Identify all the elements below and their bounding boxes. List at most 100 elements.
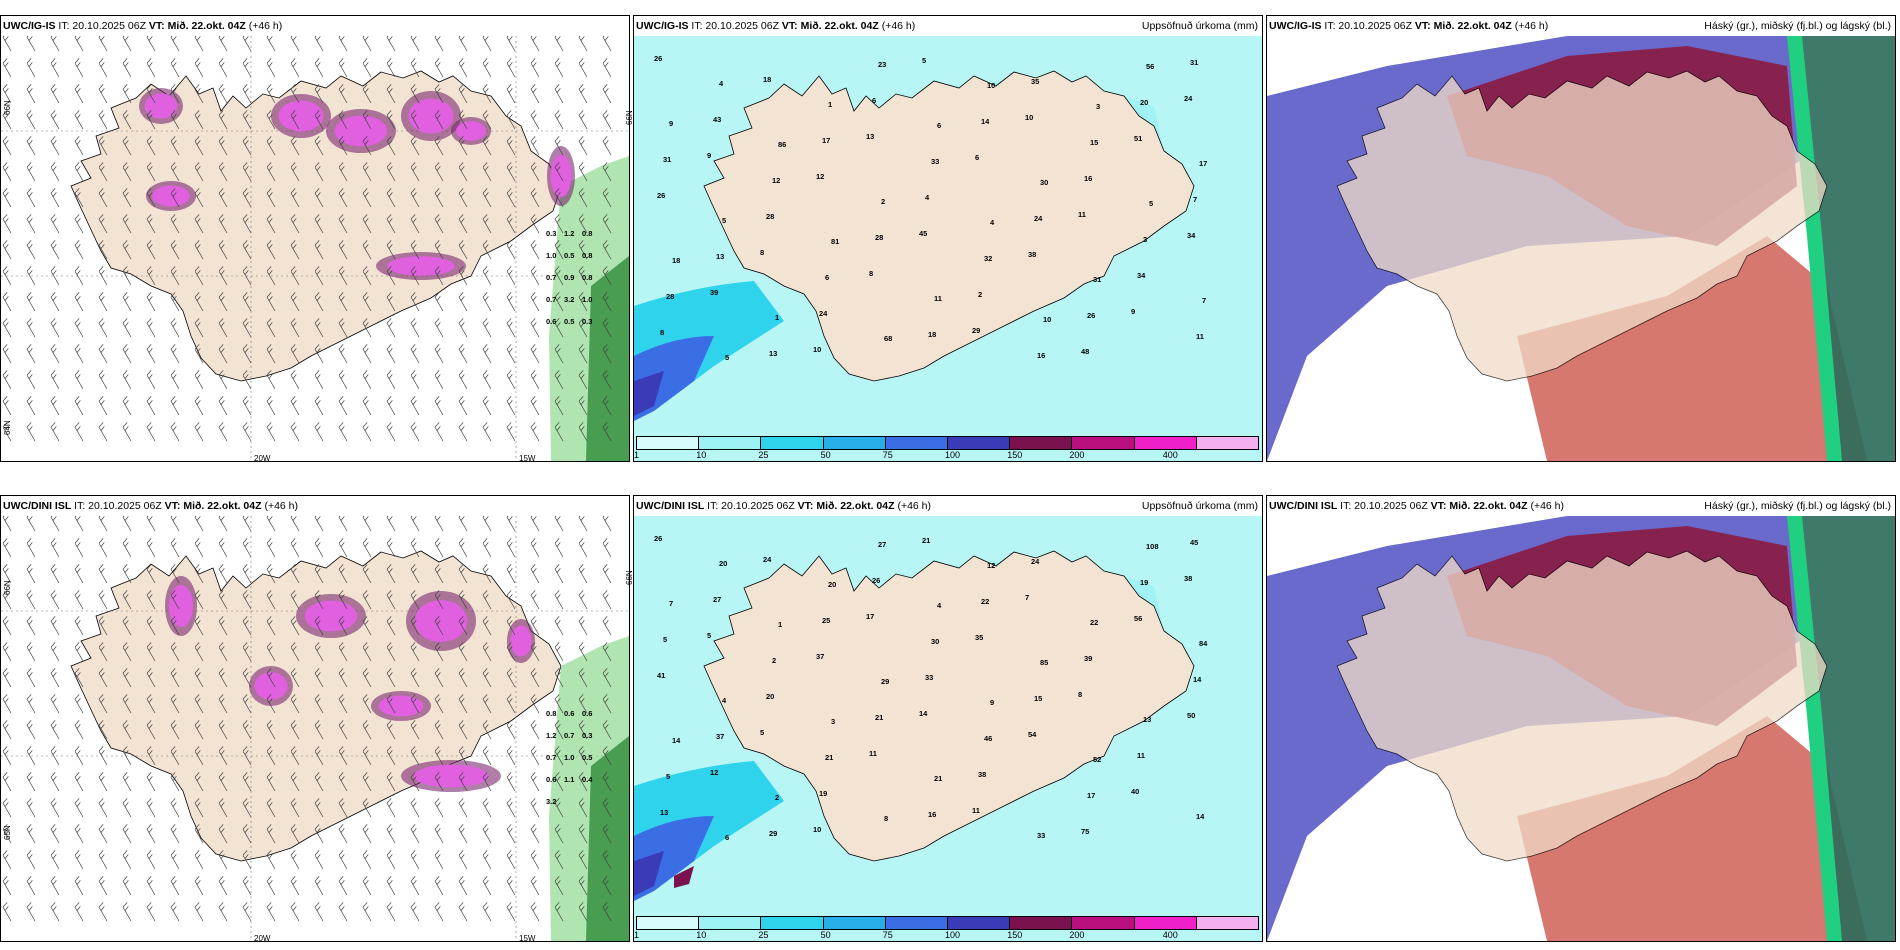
wind-barb-staff	[338, 698, 348, 714]
wind-barb	[386, 616, 396, 636]
wind-barb	[290, 162, 300, 182]
wind-barb-flag	[52, 750, 57, 755]
wind-barb-staff	[194, 244, 204, 260]
wind-barb-staff	[98, 296, 108, 312]
wind-barb-staff	[506, 166, 516, 182]
wind-barb-flag	[458, 902, 464, 908]
wind-barb-flag	[148, 374, 153, 379]
wind-barb-flag	[76, 802, 81, 807]
wind-barb-flag	[506, 58, 512, 64]
precip-value: 27	[878, 540, 886, 549]
wind-barb-staff	[506, 374, 516, 390]
wind-barb-staff	[434, 166, 444, 182]
wind-barb-flag	[218, 110, 224, 116]
wind-barb-staff	[266, 854, 276, 870]
wind-barb-flag	[410, 720, 416, 726]
wind-barb	[338, 214, 348, 234]
wind-barb-flag	[580, 88, 585, 93]
wind-barb-staff	[122, 620, 132, 636]
wind-barb-flag	[52, 646, 57, 651]
wind-barb	[290, 136, 300, 156]
wind-barb-staff	[530, 620, 540, 636]
wind-barb-flag	[146, 370, 152, 376]
wind-barb-flag	[124, 698, 129, 703]
wind-barb-flag	[556, 802, 561, 807]
wind-barb-flag	[578, 110, 584, 116]
wind-barb	[50, 590, 60, 610]
wind-barb	[98, 110, 108, 130]
wind-barb-staff	[458, 36, 468, 52]
wind-barb-flag	[484, 594, 489, 599]
wind-barb	[170, 616, 180, 636]
wind-barb-flag	[602, 110, 608, 116]
wind-barb	[50, 538, 60, 558]
wind-barb-staff	[170, 166, 180, 182]
wind-barb-flag	[530, 824, 536, 830]
wind-barb-flag	[554, 694, 560, 700]
wind-barb-flag	[578, 422, 584, 428]
wind-barb-flag	[98, 214, 104, 220]
wind-barb-flag	[26, 370, 32, 376]
wind-barb-staff	[362, 594, 372, 610]
wind-barb	[146, 516, 156, 532]
wind-barb-flag	[50, 720, 56, 726]
wind-barb-flag	[460, 750, 465, 755]
wind-barb-flag	[530, 694, 536, 700]
wind-barb-flag	[74, 798, 80, 804]
wind-barb-flag	[338, 422, 344, 428]
wind-barb-flag	[578, 720, 584, 726]
wind-barb	[266, 516, 276, 532]
wind-barb-staff	[26, 218, 36, 234]
wind-barb-flag	[458, 850, 464, 856]
wind-barb-flag	[4, 348, 9, 353]
wind-barb-staff	[146, 750, 156, 766]
wind-barb-staff	[530, 296, 540, 312]
wind-barb-flag	[218, 318, 224, 324]
wind-barb-flag	[386, 720, 392, 726]
wind-barb-staff	[554, 828, 564, 844]
wind-barb-flag	[290, 516, 296, 518]
wind-barb-flag	[218, 772, 224, 778]
wind-barb	[434, 668, 444, 688]
panel-header: UWC/DINI ISL IT: 20.10.2025 06Z VT: Mið.…	[634, 496, 1262, 516]
wind-barb-staff	[458, 114, 468, 130]
wind-barb-staff	[386, 244, 396, 260]
wind-barb-staff	[434, 114, 444, 130]
wind-barb-flag	[602, 344, 608, 350]
wind-barb-staff	[602, 620, 612, 636]
wind-barb-flag	[436, 62, 441, 67]
colorbar-tick-label: 400	[1162, 930, 1178, 940]
wind-barb-flag	[436, 322, 441, 327]
wind-barb-staff	[242, 322, 252, 338]
wind-barb-staff	[266, 594, 276, 610]
wind-barb	[170, 110, 180, 130]
precip-value: 15	[1034, 694, 1042, 703]
wind-barb-staff	[146, 296, 156, 312]
wind-barb	[386, 516, 396, 532]
wind-barb-flag	[124, 270, 129, 275]
wind-barb-flag	[26, 616, 32, 622]
wind-barb-flag	[362, 396, 368, 402]
wind-barb-flag	[314, 136, 320, 142]
wind-barb-staff	[266, 348, 276, 364]
wind-barb-flag	[388, 516, 393, 521]
wind-barb-flag	[242, 516, 248, 518]
precip-value: 7	[1025, 593, 1029, 602]
wind-barb-flag	[532, 516, 537, 521]
wind-barb-flag	[220, 192, 225, 197]
wind-barb-staff	[290, 880, 300, 896]
wind-barb-staff	[26, 36, 36, 52]
wind-barb-flag	[458, 318, 464, 324]
wind-barb-staff	[74, 802, 84, 818]
wind-barb-flag	[532, 724, 537, 729]
wind-barb-flag	[340, 140, 345, 145]
precip-value: 14	[1196, 812, 1205, 821]
wind-barb-flag	[386, 292, 392, 298]
wind-barb-flag	[314, 850, 320, 856]
wind-barb-flag	[122, 642, 128, 648]
wind-barb-flag	[580, 594, 585, 599]
wind-barb-flag	[28, 400, 33, 405]
wind-barb	[146, 188, 156, 208]
wind-barb-flag	[218, 370, 224, 376]
wind-barb-staff	[170, 426, 180, 442]
